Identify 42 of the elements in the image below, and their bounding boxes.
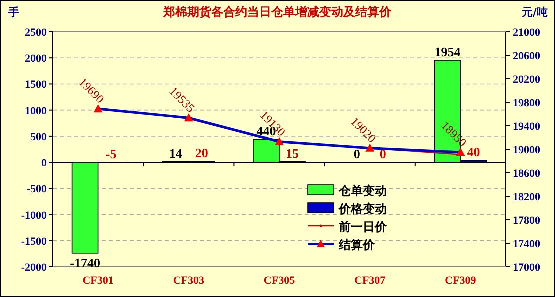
y2-tick-label: 18600 xyxy=(513,168,541,180)
y2-tick-label: 21000 xyxy=(513,27,541,39)
y-tick-label: -500 xyxy=(26,184,48,196)
chart-title: 郑棉期货各合约当日仓单增减变动及结算价 xyxy=(162,5,392,19)
y2-tick-label: 18200 xyxy=(513,192,541,204)
y2-tick-label: 19800 xyxy=(513,98,541,110)
y-tick-label: 2000 xyxy=(25,53,48,66)
y2-axis-title: 元/吨 xyxy=(520,6,548,19)
legend-label: 价格变动 xyxy=(338,202,387,216)
x-tick-label: CF309 xyxy=(445,275,477,287)
data-label: 1954 xyxy=(434,44,462,60)
x-tick-label: CF303 xyxy=(173,275,205,287)
legend-label: 仓单变动 xyxy=(338,184,387,198)
y-axis-title: 手 xyxy=(8,6,20,19)
data-label: 14 xyxy=(169,146,183,161)
legend-label: 前一日价 xyxy=(338,220,388,234)
data-label: -5 xyxy=(106,146,118,162)
y2-tick-label: 17000 xyxy=(513,262,541,274)
y2-tick-label: 20600 xyxy=(513,50,541,62)
y2-tick-label: 19000 xyxy=(513,144,541,156)
y2-tick-label: 17400 xyxy=(513,238,541,250)
x-tick-label: CF305 xyxy=(264,275,296,287)
y2-tick-label: 20200 xyxy=(513,74,541,86)
y-tick-label: 1500 xyxy=(25,79,48,92)
y2-tick-label: 19400 xyxy=(513,121,541,133)
y-tick-label: 500 xyxy=(30,131,48,144)
y-tick-label: 0 xyxy=(42,158,48,170)
x-tick-label: CF301 xyxy=(82,275,114,287)
y-tick-label: 1000 xyxy=(25,105,48,118)
y-tick-label: -1000 xyxy=(21,210,48,222)
y-tick-label: -2000 xyxy=(21,262,48,274)
y2-tick-label: 17800 xyxy=(513,215,541,227)
data-label: -1740 xyxy=(70,255,100,270)
data-label: 20 xyxy=(195,146,208,161)
data-label: 0 xyxy=(380,146,386,162)
y-tick-label: 2500 xyxy=(25,27,48,39)
legend-label: 结算价 xyxy=(338,238,376,252)
y-tick-label: -1500 xyxy=(21,236,48,248)
data-label: 15 xyxy=(286,146,300,161)
data-label: 0 xyxy=(354,146,360,162)
x-tick-label: CF307 xyxy=(354,275,386,287)
data-label: 40 xyxy=(467,144,480,160)
